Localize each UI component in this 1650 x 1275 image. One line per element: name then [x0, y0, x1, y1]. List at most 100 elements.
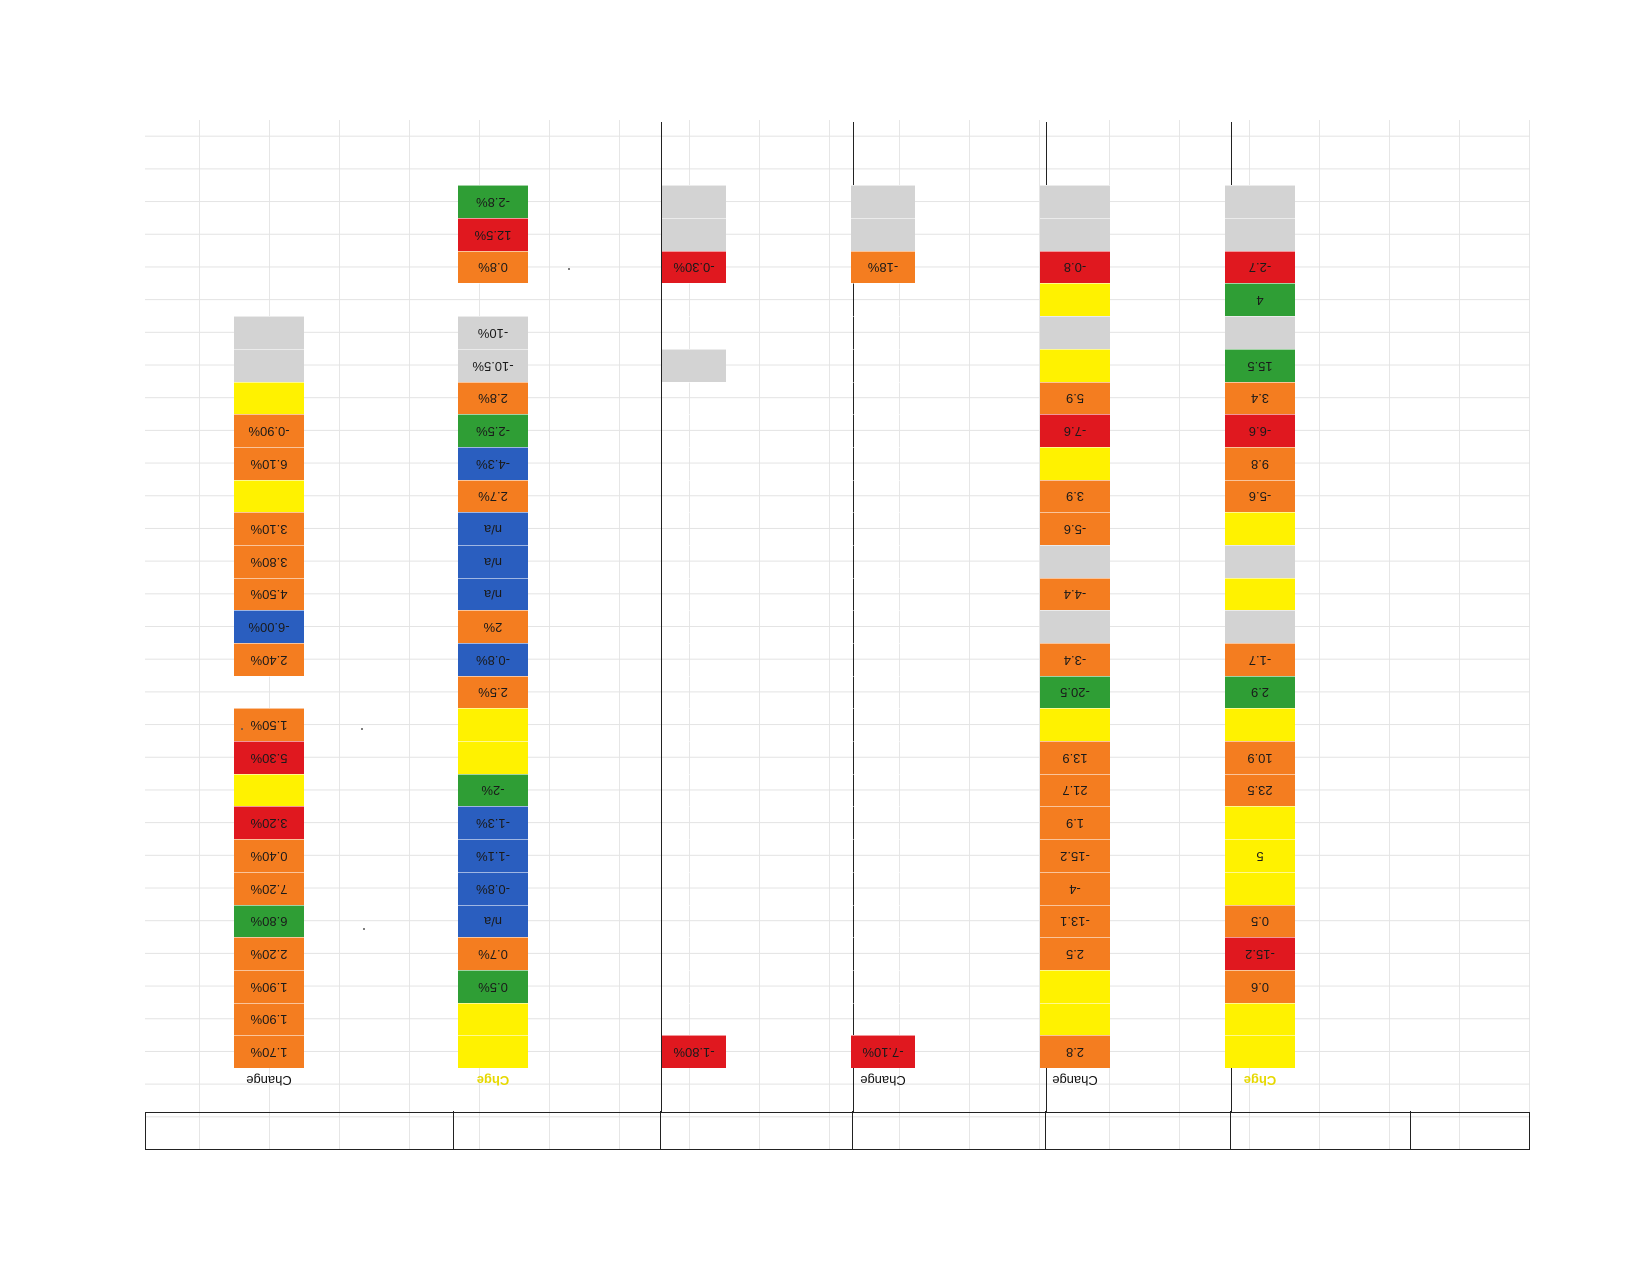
- header-divider: [453, 1111, 454, 1149]
- table-cell: [662, 806, 726, 840]
- column-a: Change 1.70% 1.90% 1.90% 2.20% 6.80% 7.20% 0.4…: [234, 316, 304, 1092]
- table-cell: [458, 708, 528, 742]
- table-cell: [234, 316, 304, 349]
- table-cell: 2.5: [1040, 937, 1110, 970]
- table-cell: 9.8: [1225, 446, 1295, 480]
- table-cell: [662, 708, 726, 742]
- table-cell: [662, 577, 726, 611]
- table-cell: -1.1%: [458, 839, 528, 872]
- table-cell: [851, 773, 915, 807]
- table-cell: [1225, 806, 1295, 840]
- table-cell: [662, 185, 726, 219]
- column-header: Change: [1052, 1073, 1098, 1088]
- column-header: [662, 1068, 726, 1092]
- table-cell: [851, 741, 915, 774]
- table-cell: 23.5: [1225, 773, 1295, 807]
- table-cell: [1225, 871, 1295, 905]
- table-cell: 21.7: [1040, 773, 1110, 807]
- table-cell: [851, 643, 915, 676]
- scan-speck: [241, 728, 243, 730]
- table-cell: [662, 316, 726, 349]
- table-cell: [1040, 316, 1110, 349]
- table-cell: [1040, 1002, 1110, 1036]
- table-cell: 0.8%: [458, 250, 528, 284]
- table-cell: [458, 741, 528, 774]
- table-cell: [662, 871, 726, 905]
- table-cell: -2.8%: [458, 185, 528, 219]
- table-cell: 2.8: [1040, 1035, 1110, 1068]
- table-cell: 12.5%: [458, 218, 528, 251]
- table-cell: [851, 577, 915, 611]
- table-cell: [1225, 577, 1295, 611]
- table-cell: 5.30%: [234, 741, 304, 774]
- table-cell: -3.4: [1040, 643, 1110, 676]
- table-cell: [662, 381, 726, 415]
- table-cell: [851, 904, 915, 938]
- table-cell: -10%: [458, 316, 528, 349]
- scan-speck: [363, 928, 365, 930]
- gridlines: [145, 120, 1530, 1150]
- table-cell: [851, 1002, 915, 1036]
- table-cell: n/a: [458, 545, 528, 578]
- table-cell: -0.8%: [458, 643, 528, 676]
- table-cell: [234, 381, 304, 415]
- table-cell: -2.5%: [458, 414, 528, 447]
- table-cell: [662, 610, 726, 644]
- table-cell: -15.2: [1225, 937, 1295, 970]
- table-cell: [851, 806, 915, 840]
- table-cell: 1.70%: [234, 1035, 304, 1068]
- table-cell: [234, 348, 304, 382]
- table-cell: 4.50%: [234, 577, 304, 611]
- table-cell: [851, 185, 915, 219]
- column-f: Chge 0.6 -15.2 0.5 5 23.5 10.9 2.9 -1.7 -5.6 9.8-…: [1225, 185, 1295, 1092]
- table-cell: -6.00%: [234, 610, 304, 644]
- table-cell: 15.5: [1225, 348, 1295, 382]
- table-cell: [851, 937, 915, 970]
- table-cell: [1040, 283, 1110, 317]
- table-cell: [662, 348, 726, 382]
- table-cell: [234, 479, 304, 513]
- table-cell: [1225, 1002, 1295, 1036]
- table-cell: [662, 773, 726, 807]
- table-cell: 1.50%: [234, 708, 304, 742]
- table-cell: 7.20%: [234, 871, 304, 905]
- table-cell: [662, 675, 726, 709]
- header-divider: [1045, 1111, 1046, 1149]
- table-cell: [1225, 512, 1295, 545]
- table-cell: [662, 741, 726, 774]
- table-cell: n/a: [458, 904, 528, 938]
- scan-speck: [361, 728, 363, 730]
- table-cell: [851, 512, 915, 545]
- table-cell: [662, 839, 726, 872]
- table-cell: [1040, 969, 1110, 1003]
- table-cell: 5: [1225, 839, 1295, 872]
- table-cell: [458, 1035, 528, 1068]
- table-cell: -5.6: [1040, 512, 1110, 545]
- table-cell: -4: [1040, 871, 1110, 905]
- table-cell: [1225, 610, 1295, 644]
- table-cell: [851, 316, 915, 349]
- spreadsheet-printout: Chge 0.6 -15.2 0.5 5 23.5 10.9 2.9 -1.7 -5.6 9.8-…: [145, 120, 1530, 1150]
- table-cell: 5.9: [1040, 381, 1110, 415]
- table-cell: [851, 708, 915, 742]
- table-cell: 2.40%: [234, 643, 304, 676]
- table-cell: -20.5: [1040, 675, 1110, 709]
- table-cell: 2.9: [1225, 675, 1295, 709]
- table-cell: 13.9: [1040, 741, 1110, 774]
- table-cell: -13.1: [1040, 904, 1110, 938]
- table-cell: -4.4: [1040, 577, 1110, 611]
- table-cell: [851, 348, 915, 382]
- table-cell: 0.6: [1225, 969, 1295, 1003]
- table-cell: 1.90%: [234, 1002, 304, 1036]
- header-divider: [1230, 1111, 1231, 1149]
- table-cell: 3.20%: [234, 806, 304, 840]
- header-frame: [145, 1111, 1530, 1150]
- table-cell: [1225, 218, 1295, 251]
- table-cell: [1040, 545, 1110, 578]
- table-cell: [851, 414, 915, 447]
- column-c: -1.80% -0.30%: [662, 185, 726, 1092]
- table-cell: -0.90%: [234, 414, 304, 447]
- table-cell: 6.10%: [234, 446, 304, 480]
- table-cell: 1.9: [1040, 806, 1110, 840]
